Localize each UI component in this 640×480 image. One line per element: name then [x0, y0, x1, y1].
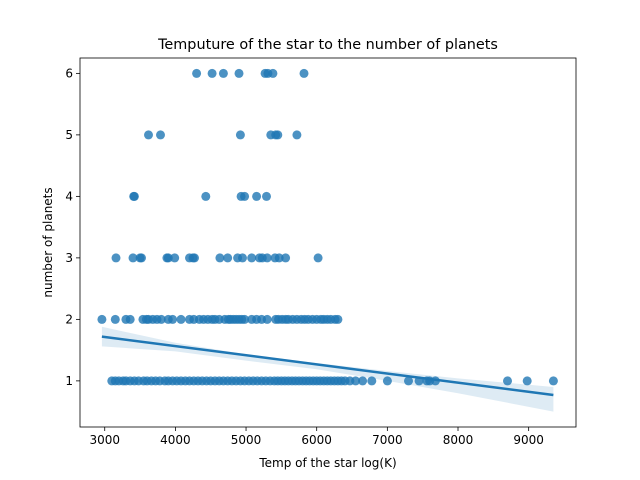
data-point [292, 130, 302, 140]
data-point [190, 253, 199, 263]
y-tick-label: 5 [65, 128, 73, 142]
data-point [262, 253, 272, 263]
y-tick-label: 3 [65, 251, 73, 265]
confidence-band [101, 326, 554, 412]
data-point [240, 314, 250, 324]
data-point [273, 130, 283, 140]
chart-title: Temputure of the star to the number of p… [157, 37, 498, 53]
data-point [240, 191, 250, 201]
y-axis: 1 2 3 4 5 6 [65, 66, 80, 388]
data-point [97, 314, 107, 324]
plot-frame [79, 57, 577, 428]
data-point [238, 253, 247, 263]
data-point [163, 253, 173, 263]
data-point [404, 376, 413, 386]
data-point [137, 253, 146, 263]
x-tick-label: 9000 [513, 433, 544, 447]
data-point [201, 191, 211, 201]
data-point [503, 376, 512, 386]
data-point [358, 376, 368, 386]
data-point [333, 314, 343, 324]
data-point [351, 376, 361, 386]
y-axis-label: number of planets [41, 187, 55, 297]
data-point [262, 191, 271, 201]
data-point [215, 253, 225, 263]
y-tick-label: 4 [65, 189, 73, 203]
data-point [156, 130, 165, 140]
data-point [207, 68, 217, 78]
data-point [110, 314, 120, 324]
data-point [247, 253, 257, 263]
data-point [144, 130, 153, 140]
data-point [367, 376, 377, 386]
data-point [156, 314, 166, 324]
data-point [218, 68, 228, 78]
x-axis-label: Temp of the star log(K) [258, 456, 396, 470]
data-point [313, 253, 323, 263]
data-point [268, 68, 278, 78]
data-point [299, 68, 309, 78]
data-point [223, 253, 233, 263]
data-point [234, 68, 244, 78]
data-point [274, 253, 284, 263]
data-point [235, 130, 245, 140]
x-tick-label: 3000 [89, 433, 120, 447]
y-tick-label: 6 [65, 66, 73, 80]
x-tick-label: 5000 [231, 433, 262, 447]
data-point [170, 253, 180, 263]
data-point [168, 314, 178, 324]
data-point [192, 68, 202, 78]
regression-line [101, 335, 554, 397]
data-point [281, 253, 291, 263]
x-axis: 3000 4000 5000 6000 7000 8000 9000 [89, 427, 544, 447]
data-point [548, 376, 558, 386]
data-point [125, 314, 135, 324]
data-point [522, 376, 532, 386]
data-point [262, 314, 272, 324]
x-tick-label: 7000 [372, 433, 403, 447]
plot-area [97, 68, 558, 412]
y-tick-label: 2 [65, 312, 73, 326]
x-tick-label: 8000 [443, 433, 474, 447]
data-point [129, 191, 139, 201]
x-tick-label: 6000 [301, 433, 332, 447]
data-point [128, 253, 138, 263]
data-point [176, 314, 186, 324]
data-point [382, 376, 392, 386]
y-tick-label: 1 [65, 374, 73, 388]
data-point [111, 253, 121, 263]
data-point [252, 191, 262, 201]
x-tick-label: 4000 [160, 433, 191, 447]
